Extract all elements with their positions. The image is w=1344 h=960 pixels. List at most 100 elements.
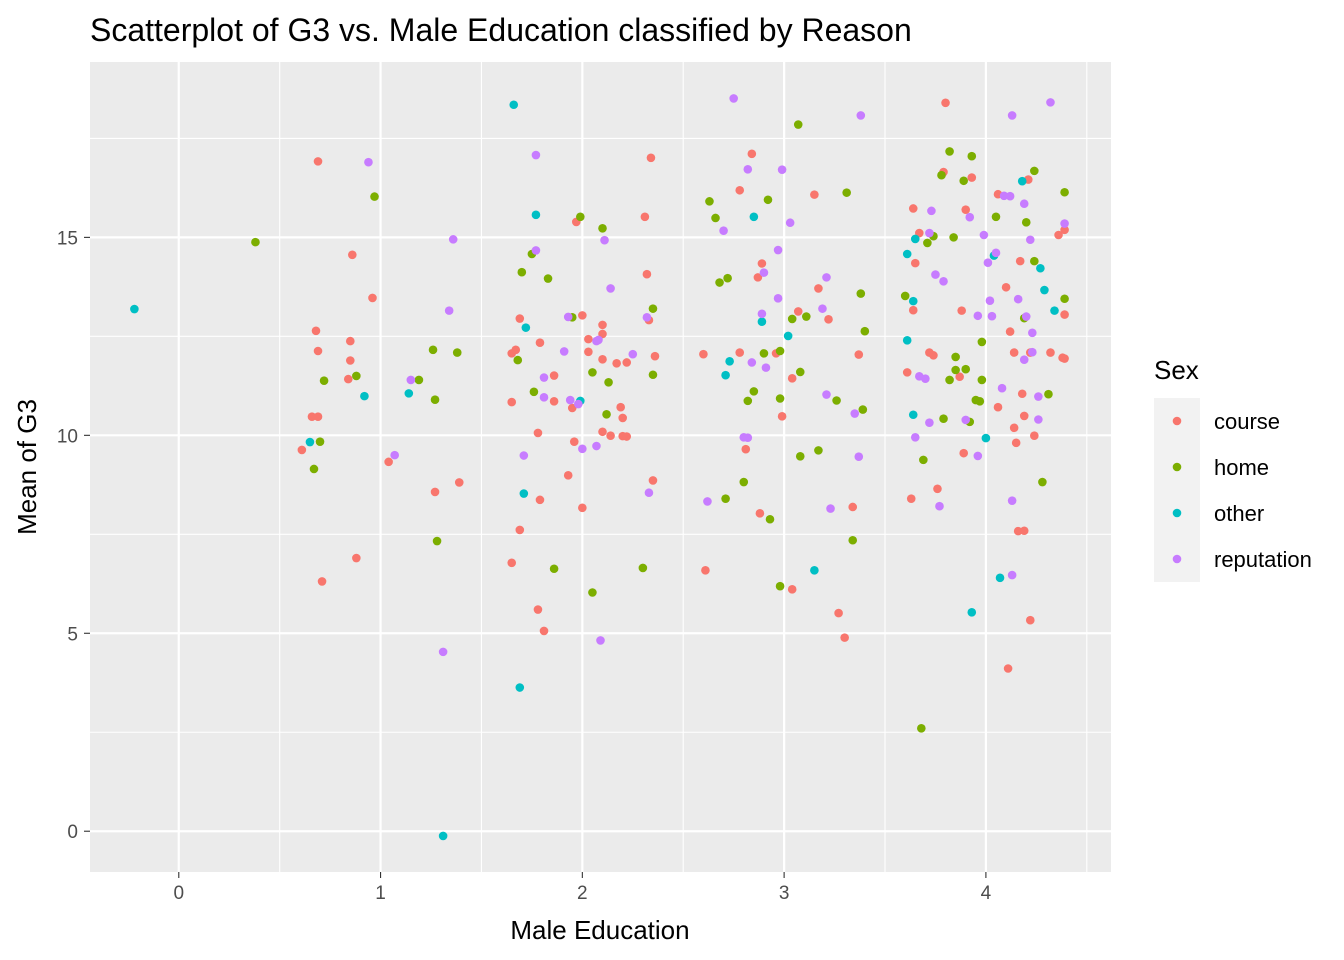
data-point-reputation bbox=[777, 165, 787, 174]
data-point-course bbox=[313, 157, 323, 166]
data-point-home bbox=[739, 477, 749, 487]
data-point-course bbox=[741, 444, 751, 454]
data-point-course bbox=[1017, 389, 1027, 399]
data-point-course bbox=[735, 185, 745, 195]
data-point-other bbox=[515, 683, 525, 692]
data-point-course bbox=[957, 306, 966, 315]
data-point-home bbox=[648, 304, 658, 313]
data-point-course bbox=[735, 348, 745, 357]
data-point-home bbox=[588, 368, 597, 377]
data-point-reputation bbox=[574, 399, 583, 409]
data-point-home bbox=[251, 237, 260, 247]
data-point-reputation bbox=[759, 268, 769, 277]
data-point-reputation bbox=[1028, 328, 1037, 338]
data-point-course bbox=[618, 413, 627, 423]
data-point-home bbox=[715, 278, 724, 287]
data-point-other bbox=[521, 323, 531, 332]
data-point-course bbox=[311, 326, 321, 336]
data-point-home bbox=[543, 274, 553, 283]
data-point-home bbox=[1060, 294, 1069, 304]
data-point-home bbox=[967, 151, 977, 161]
data-point-course bbox=[854, 350, 864, 359]
data-point-reputation bbox=[987, 311, 997, 321]
data-point-reputation bbox=[973, 451, 983, 461]
data-point-reputation bbox=[539, 373, 549, 382]
data-point-reputation bbox=[1046, 98, 1055, 107]
data-point-course bbox=[1060, 354, 1069, 363]
data-point-reputation bbox=[761, 363, 771, 372]
x-tick-label: 2 bbox=[577, 883, 588, 904]
data-point-home bbox=[517, 267, 527, 277]
data-point-home bbox=[923, 238, 932, 248]
data-point-course bbox=[1060, 225, 1069, 235]
data-point-home bbox=[352, 371, 361, 381]
data-point-reputation bbox=[939, 277, 948, 286]
data-point-course bbox=[993, 402, 1003, 412]
data-point-other bbox=[967, 607, 977, 617]
data-point-reputation bbox=[1007, 111, 1017, 120]
data-point-reputation bbox=[628, 349, 638, 359]
data-point-home bbox=[775, 581, 785, 591]
data-point-other bbox=[1050, 306, 1059, 315]
data-point-course bbox=[933, 484, 942, 494]
data-point-reputation bbox=[856, 111, 866, 120]
data-point-home bbox=[414, 375, 424, 385]
data-point-other bbox=[902, 249, 912, 259]
data-point-course bbox=[348, 250, 357, 260]
data-point-course bbox=[345, 336, 355, 346]
legend-title: Sex bbox=[1154, 355, 1199, 385]
data-point-reputation bbox=[822, 390, 831, 399]
data-point-home bbox=[1021, 218, 1031, 227]
data-point-home bbox=[814, 446, 823, 455]
data-point-course bbox=[824, 315, 833, 324]
data-point-reputation bbox=[719, 226, 728, 235]
data-point-other bbox=[360, 391, 369, 401]
data-point-course bbox=[297, 445, 307, 455]
data-point-reputation bbox=[925, 228, 934, 238]
data-point-reputation bbox=[559, 347, 569, 356]
data-point-reputation bbox=[563, 312, 573, 322]
data-point-home bbox=[860, 326, 870, 336]
data-point-course bbox=[701, 566, 710, 575]
data-point-reputation bbox=[961, 415, 971, 425]
data-point-home bbox=[1044, 389, 1053, 399]
data-point-course bbox=[384, 457, 393, 467]
data-point-other bbox=[908, 296, 918, 306]
data-point-other bbox=[438, 831, 448, 841]
data-point-course bbox=[345, 356, 355, 365]
data-point-course bbox=[959, 448, 969, 458]
data-point-other bbox=[725, 356, 734, 366]
data-point-course bbox=[834, 608, 843, 618]
grid-minor bbox=[90, 62, 1111, 872]
data-point-reputation bbox=[519, 451, 529, 460]
data-point-reputation bbox=[1019, 199, 1029, 209]
data-point-reputation bbox=[531, 246, 541, 255]
data-point-course bbox=[787, 585, 797, 594]
data-point-reputation bbox=[1005, 191, 1015, 201]
data-point-reputation bbox=[747, 358, 757, 367]
data-point-reputation bbox=[773, 294, 783, 303]
data-point-home bbox=[991, 212, 1001, 222]
y-axis-title: Mean of G3 bbox=[12, 399, 42, 535]
data-point-other bbox=[981, 433, 991, 443]
data-point-course bbox=[1009, 348, 1019, 357]
data-point-reputation bbox=[596, 636, 605, 645]
data-point-reputation bbox=[826, 504, 835, 513]
data-point-home bbox=[842, 188, 851, 197]
data-point-course bbox=[648, 476, 658, 485]
data-point-reputation bbox=[910, 433, 920, 442]
data-point-home bbox=[959, 176, 969, 186]
data-point-reputation bbox=[1025, 235, 1035, 245]
data-point-home bbox=[604, 377, 613, 387]
data-point-reputation bbox=[991, 248, 1001, 258]
data-point-home bbox=[549, 564, 559, 574]
data-point-course bbox=[622, 432, 632, 441]
data-point-course bbox=[584, 347, 593, 357]
data-point-home bbox=[795, 452, 805, 461]
data-point-course bbox=[906, 494, 916, 503]
legend-key-course bbox=[1172, 416, 1182, 426]
data-point-other bbox=[810, 566, 819, 575]
data-point-reputation bbox=[644, 488, 654, 498]
data-point-reputation bbox=[448, 235, 458, 244]
data-point-reputation bbox=[578, 444, 587, 454]
